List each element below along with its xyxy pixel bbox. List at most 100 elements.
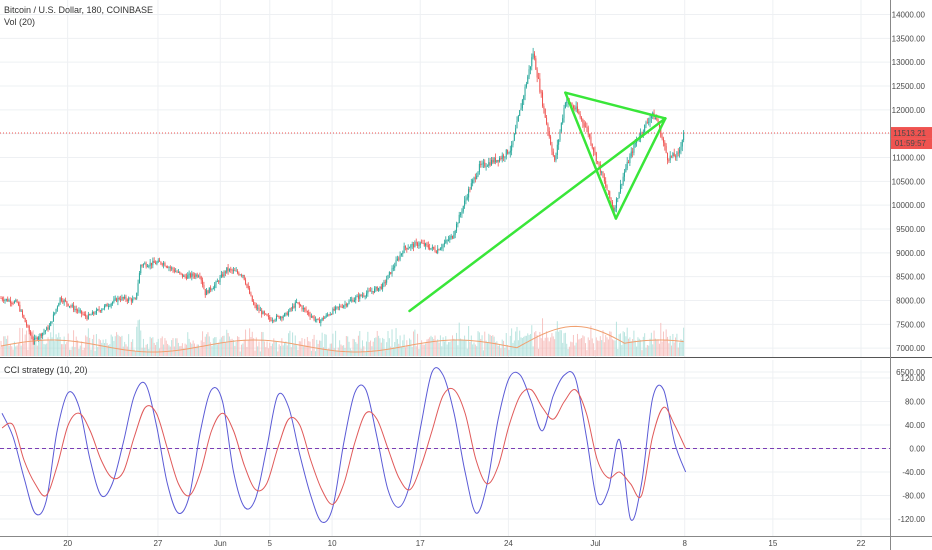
candle-body bbox=[675, 156, 677, 158]
volume-bar bbox=[478, 332, 480, 356]
volume-bar bbox=[367, 331, 369, 356]
volume-bar bbox=[323, 347, 324, 356]
volume-bar bbox=[535, 331, 537, 356]
candle-body bbox=[234, 270, 236, 272]
volume-bar bbox=[332, 333, 334, 356]
candle-body bbox=[98, 309, 100, 311]
candle-body bbox=[191, 273, 193, 277]
volume-bar bbox=[633, 330, 635, 356]
volume-bar bbox=[30, 334, 32, 356]
candle-body bbox=[386, 279, 388, 283]
volume-bar bbox=[560, 330, 562, 356]
candle-body bbox=[508, 152, 510, 154]
volume-bar bbox=[493, 336, 495, 356]
volume-bar bbox=[116, 332, 118, 356]
volume-bar bbox=[293, 343, 295, 356]
candle-body bbox=[218, 281, 220, 283]
candle-body bbox=[306, 311, 308, 313]
y-tick-label: -80.00 bbox=[902, 492, 925, 501]
candle-body bbox=[216, 281, 218, 283]
volume-bar bbox=[652, 344, 654, 356]
candle-body bbox=[282, 316, 284, 319]
volume-bar bbox=[109, 344, 111, 356]
volume-bar bbox=[74, 347, 76, 356]
volume-bar bbox=[280, 345, 281, 356]
candle-body bbox=[249, 288, 251, 294]
volume-bar bbox=[421, 340, 423, 356]
volume-bar bbox=[607, 339, 609, 356]
candle-body bbox=[628, 161, 630, 163]
volume-bar bbox=[245, 329, 247, 356]
volume-bar bbox=[39, 336, 41, 356]
candle-body bbox=[461, 211, 463, 214]
volume-bar bbox=[500, 348, 502, 356]
volume-bar bbox=[59, 337, 61, 356]
volume-bar bbox=[469, 341, 471, 356]
candle-body bbox=[551, 144, 553, 152]
volume-bar bbox=[75, 336, 77, 356]
candle-body bbox=[681, 139, 683, 147]
candle-body bbox=[232, 270, 234, 272]
candle-body bbox=[181, 273, 183, 277]
candle-body bbox=[258, 307, 260, 311]
x-tick-label: 15 bbox=[768, 539, 777, 548]
candle-body bbox=[591, 144, 593, 148]
candle-body bbox=[533, 53, 535, 59]
volume-bar bbox=[46, 343, 48, 356]
volume-bar bbox=[163, 344, 165, 356]
candle-body bbox=[165, 266, 167, 268]
candle-body bbox=[105, 304, 107, 306]
candle-body bbox=[136, 292, 138, 299]
volume-bar bbox=[15, 346, 17, 356]
volume-bar bbox=[347, 336, 349, 356]
volume-bar bbox=[189, 342, 191, 356]
candle-body bbox=[222, 274, 224, 277]
volume-bar bbox=[482, 350, 484, 356]
volume-bar bbox=[517, 340, 519, 356]
volume-bar bbox=[532, 346, 534, 356]
volume-bar bbox=[110, 334, 112, 356]
candle-body bbox=[414, 242, 416, 248]
candle-body bbox=[449, 237, 451, 240]
candle-body bbox=[664, 142, 666, 147]
candle-body bbox=[183, 275, 185, 277]
candle-body bbox=[280, 316, 281, 319]
candle-body bbox=[372, 291, 374, 293]
volume-bar bbox=[321, 332, 323, 356]
candle-body bbox=[626, 161, 628, 169]
candle-body bbox=[585, 126, 587, 128]
volume-bar bbox=[172, 338, 174, 356]
volume-bar bbox=[24, 334, 26, 356]
volume-bar bbox=[543, 340, 545, 356]
volume-bar bbox=[567, 349, 569, 356]
candle-body bbox=[615, 198, 617, 208]
candle-body bbox=[357, 295, 359, 299]
volume-bar bbox=[165, 340, 167, 356]
candle-body bbox=[519, 110, 521, 116]
volume-bar bbox=[214, 337, 216, 356]
candle-body bbox=[602, 171, 604, 178]
volume-bar bbox=[69, 349, 71, 356]
volume-bar bbox=[155, 345, 157, 356]
candle-body bbox=[368, 290, 370, 292]
volume-bar bbox=[9, 344, 11, 356]
volume-bar bbox=[23, 343, 25, 356]
candle-body bbox=[387, 274, 389, 280]
candle-body bbox=[360, 294, 362, 296]
candle-body bbox=[301, 306, 303, 310]
volume-bar bbox=[390, 346, 392, 356]
volume-bar bbox=[628, 338, 630, 356]
candle-body bbox=[16, 300, 18, 303]
candle-body bbox=[101, 309, 103, 312]
volume-bar bbox=[566, 343, 568, 356]
volume-bar bbox=[77, 340, 79, 356]
volume-bar bbox=[562, 342, 564, 356]
volume-bar bbox=[632, 339, 634, 356]
volume-bar bbox=[673, 342, 675, 356]
volume-bar bbox=[490, 335, 492, 356]
volume-bar bbox=[271, 343, 273, 356]
volume-bar bbox=[281, 338, 283, 356]
volume-bar bbox=[402, 340, 404, 356]
candle-body bbox=[239, 274, 241, 276]
